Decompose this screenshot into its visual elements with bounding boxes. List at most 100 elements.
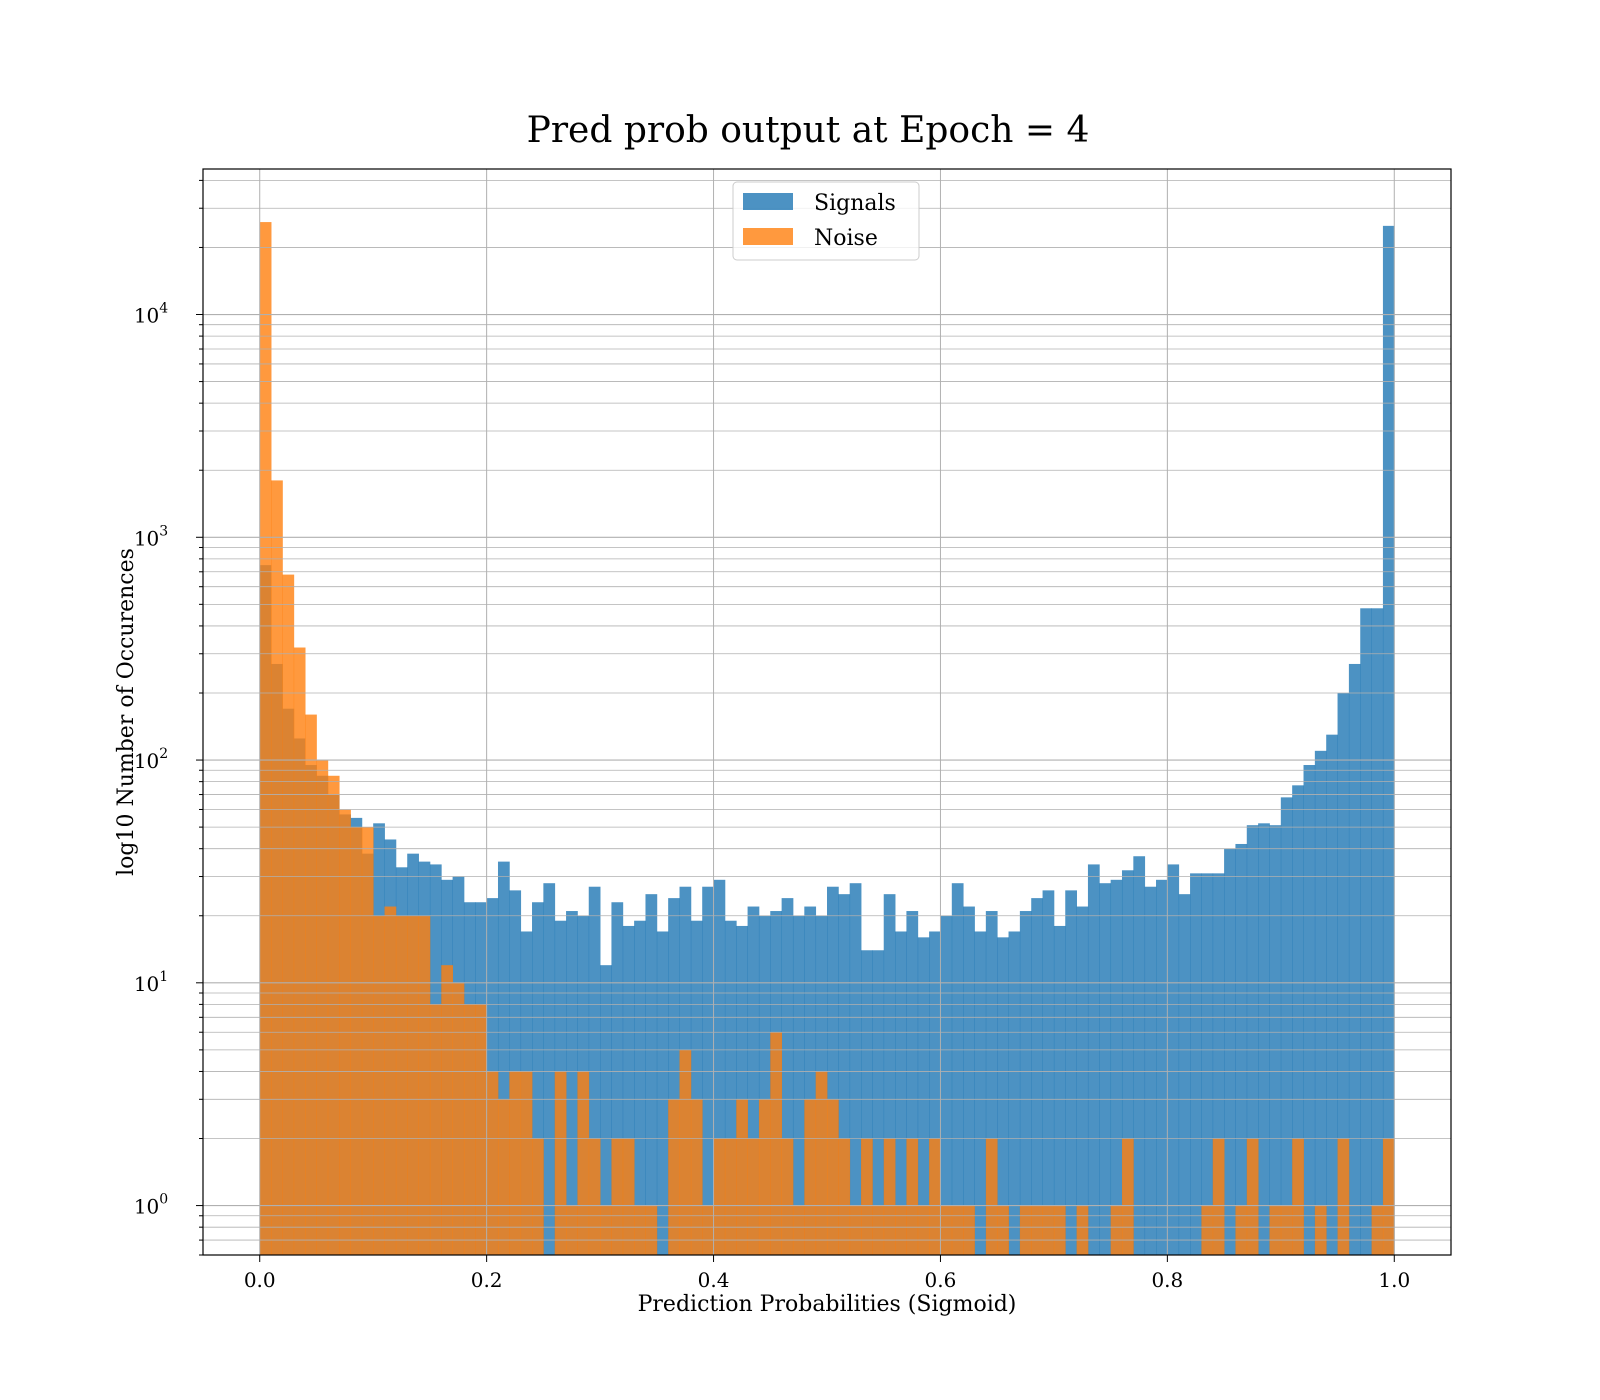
bar-signals-43 — [747, 906, 760, 1255]
bar-noise-27 — [566, 1205, 578, 1255]
bar-signals-78 — [1144, 886, 1157, 1255]
bar-noise-28 — [577, 1071, 590, 1255]
bar-signals-40 — [713, 879, 726, 1255]
bar-signals-73 — [1087, 864, 1100, 1255]
bar-noise-89 — [1269, 1205, 1282, 1255]
bar-signals-76 — [1121, 870, 1134, 1255]
bar-signals-77 — [1133, 856, 1146, 1255]
bar-signals-91 — [1292, 785, 1304, 1255]
bar-noise-9 — [361, 827, 374, 1255]
legend-swatch-noise — [743, 228, 793, 245]
bar-noise-90 — [1280, 1205, 1293, 1255]
bar-noise-33 — [634, 1205, 646, 1255]
bar-noise-61 — [951, 1205, 964, 1255]
bar-signals-55 — [883, 894, 896, 1255]
bar-signals-31 — [611, 902, 624, 1255]
bar-signals-33 — [634, 920, 646, 1255]
bar-noise-4 — [305, 714, 317, 1255]
bars-layer — [259, 222, 1395, 1256]
bar-signals-39 — [702, 886, 714, 1255]
bar-signals-41 — [724, 920, 737, 1255]
bar-noise-43 — [747, 1138, 760, 1255]
bar-signals-67 — [1019, 911, 1032, 1255]
bar-signals-32 — [622, 925, 635, 1255]
bar-signals-48 — [804, 906, 817, 1255]
bar-signals-62 — [963, 906, 975, 1255]
y-tick-label-2: 102 — [134, 746, 168, 773]
bar-signals-27 — [566, 911, 578, 1255]
bar-signals-89 — [1269, 825, 1282, 1255]
chart-title: Pred prob output at Epoch = 4 — [527, 110, 1090, 151]
bar-noise-39 — [702, 1205, 714, 1255]
bar-signals-24 — [532, 902, 544, 1255]
bar-signals-60 — [940, 915, 953, 1255]
y-tick-label-0: 100 — [134, 1192, 168, 1219]
bar-noise-51 — [838, 1138, 851, 1255]
bar-noise-1 — [271, 480, 283, 1256]
bar-signals-56 — [895, 931, 907, 1255]
bar-noise-59 — [929, 1138, 941, 1255]
bar-signals-46 — [781, 898, 794, 1255]
bar-signals-90 — [1280, 797, 1293, 1255]
bar-noise-83 — [1201, 1205, 1214, 1255]
bar-noise-56 — [895, 1205, 907, 1255]
bar-noise-86 — [1235, 1205, 1248, 1255]
bar-noise-36 — [668, 1099, 680, 1255]
bar-noise-64 — [985, 1138, 998, 1255]
bar-noise-11 — [384, 906, 397, 1255]
bar-signals-44 — [758, 915, 771, 1255]
plot-frame — [202, 168, 1452, 1256]
y-tick-label-1: 101 — [134, 969, 168, 996]
bar-noise-70 — [1053, 1205, 1066, 1255]
bar-noise-12 — [395, 915, 408, 1255]
bar-signals-36 — [668, 898, 680, 1255]
legend-swatch-signals — [743, 193, 793, 210]
bar-noise-67 — [1019, 1205, 1032, 1255]
legend: Signals Noise — [732, 181, 920, 261]
bar-noise-87 — [1246, 1138, 1259, 1255]
bar-noise-72 — [1076, 1205, 1089, 1255]
legend-label-noise: Noise — [814, 226, 878, 251]
bar-noise-38 — [690, 1099, 703, 1255]
bar-noise-55 — [883, 1138, 896, 1255]
bar-signals-88 — [1258, 823, 1270, 1255]
x-tick-label-5: 1.0 — [1378, 1268, 1410, 1292]
x-tick-label-3: 0.6 — [925, 1268, 957, 1292]
bar-signals-87 — [1246, 825, 1259, 1255]
bar-noise-65 — [997, 1205, 1009, 1255]
bar-noise-69 — [1042, 1205, 1055, 1255]
bar-noise-5 — [316, 760, 329, 1255]
bar-noise-52 — [849, 1205, 862, 1255]
bar-noise-49 — [815, 1071, 828, 1255]
bar-signals-84 — [1212, 873, 1225, 1255]
bar-noise-3 — [293, 647, 306, 1255]
bar-noise-16 — [441, 965, 453, 1255]
bar-signals-38 — [690, 920, 703, 1255]
bar-signals-79 — [1156, 879, 1168, 1255]
bar-noise-17 — [452, 982, 465, 1255]
bar-signals-74 — [1099, 883, 1112, 1255]
bar-signals-57 — [906, 911, 919, 1255]
bar-noise-2 — [282, 574, 295, 1255]
x-tick-label-4: 0.8 — [1151, 1268, 1183, 1292]
bar-signals-68 — [1031, 898, 1043, 1255]
grid-layer — [196, 169, 1451, 1256]
bar-signals-21 — [497, 861, 510, 1255]
bar-noise-91 — [1292, 1138, 1304, 1255]
bar-noise-53 — [861, 1138, 873, 1255]
bar-signals-96 — [1348, 663, 1361, 1255]
bar-noise-32 — [622, 1138, 635, 1255]
bar-noise-42 — [736, 1099, 748, 1255]
x-axis-label: Prediction Probabilities (Sigmoid) — [638, 1292, 1017, 1317]
bar-signals-92 — [1303, 765, 1316, 1255]
bar-signals-34 — [645, 894, 658, 1255]
bar-noise-95 — [1337, 1138, 1350, 1255]
legend-label-signals: Signals — [814, 191, 896, 216]
bar-noise-29 — [588, 1138, 601, 1255]
bar-noise-40 — [713, 1138, 726, 1255]
bar-noise-23 — [520, 1071, 533, 1255]
y-axis-label: log10 Number of Occurences — [114, 548, 139, 876]
bar-signals-80 — [1167, 864, 1180, 1255]
